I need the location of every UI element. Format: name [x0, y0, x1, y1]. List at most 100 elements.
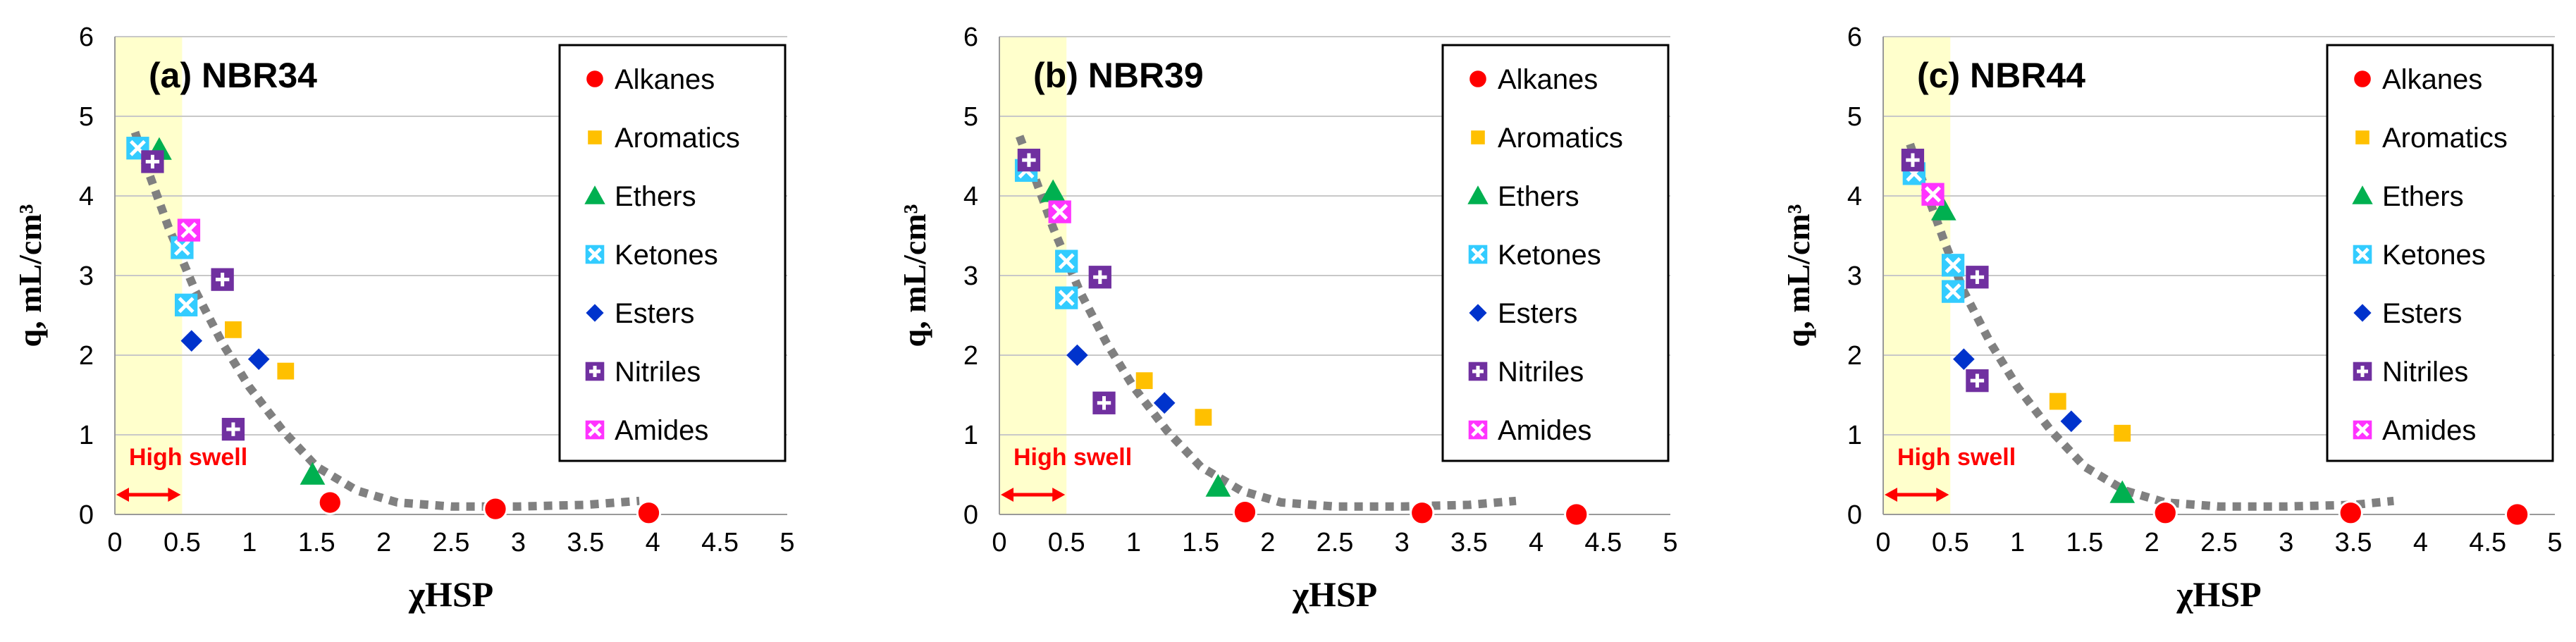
- legend-label: Nitriles: [2382, 357, 2468, 388]
- point-alkanes: [1232, 499, 1258, 525]
- y-tick-label: 2: [963, 341, 978, 371]
- legend-marker-nitriles: [1468, 362, 1488, 381]
- x-tick-label: 1.5: [298, 528, 335, 557]
- x-tick-label: 1.5: [1182, 528, 1219, 557]
- x-tick-label: 5: [779, 528, 794, 557]
- arrow-head-right: [168, 488, 181, 502]
- point-nitriles: [1901, 149, 1925, 172]
- legend-label: Aromatics: [615, 123, 740, 154]
- point-alkanes: [1564, 502, 1589, 527]
- y-tick-label: 0: [1847, 500, 1862, 530]
- point-esters: [1953, 348, 1975, 370]
- data-points: [1901, 149, 2530, 527]
- legend-marker-amides: [585, 420, 605, 440]
- high-swell-annotation: High swell: [1013, 444, 1132, 471]
- x-tick-label: 3.5: [1450, 528, 1488, 557]
- point-ethers: [2109, 480, 2136, 503]
- legend-label: Esters: [615, 298, 694, 329]
- legend-label: Amides: [1498, 415, 1591, 446]
- x-tick-label: 2: [2145, 528, 2159, 557]
- point-aromatics: [277, 362, 295, 380]
- point-esters: [2060, 410, 2083, 433]
- x-tick-label: 4.5: [701, 528, 739, 557]
- point-ethers: [1930, 197, 1956, 221]
- arrow-head-left: [116, 488, 129, 502]
- x-tick-label: 2: [376, 528, 391, 557]
- legend-label: Aromatics: [2382, 123, 2508, 154]
- y-tick-label: 1: [963, 421, 978, 450]
- point-alkanes: [2338, 500, 2363, 526]
- x-tick-label: 5: [2547, 528, 2562, 557]
- y-tick-labels: 0 1 2 3 4 5 6: [79, 23, 94, 530]
- y-tick-label: 2: [1847, 341, 1862, 371]
- y-tick-label: 6: [963, 23, 978, 52]
- y-tick-label: 6: [1847, 23, 1862, 52]
- y-tick-label: 3: [79, 261, 94, 291]
- x-tick-label: 1: [1126, 528, 1141, 557]
- legend-label: Ethers: [2382, 181, 2464, 212]
- y-tick-label: 3: [1847, 261, 1862, 291]
- x-tick-label: 3.5: [2335, 528, 2372, 557]
- legend-marker-ketones: [585, 245, 605, 264]
- point-aromatics: [1195, 409, 1212, 426]
- y-tick-labels: 0 1 2 3 4 5 6: [963, 23, 978, 530]
- trend-curve: [1015, 135, 1517, 511]
- point-alkanes: [483, 496, 508, 521]
- legend-label: Esters: [2382, 298, 2462, 329]
- x-tick-label: 2.5: [1317, 528, 1354, 557]
- axes: [999, 37, 1670, 515]
- point-esters: [1153, 392, 1176, 414]
- legend-marker-ketones: [1468, 245, 1488, 264]
- high-swell-annotation: High swell: [1897, 444, 2016, 471]
- legend-label: Nitriles: [615, 357, 701, 388]
- point-ethers: [300, 462, 326, 485]
- legend-label: Nitriles: [1498, 357, 1584, 388]
- x-tick-label: 4: [1529, 528, 1543, 557]
- x-tick-labels: 0 0.5 1 1.5 2 2.5 3 3.5 4 4.5 5: [107, 528, 794, 557]
- x-tick-label: 5: [1663, 528, 1677, 557]
- legend-label: Alkanes: [615, 64, 715, 95]
- x-tick-label: 1.5: [2066, 528, 2103, 557]
- point-nitriles: [211, 268, 234, 291]
- x-tick-label: 3: [2279, 528, 2293, 557]
- y-tick-label: 0: [963, 500, 978, 530]
- legend-marker-nitriles: [585, 362, 605, 381]
- legend-marker-esters: [2353, 304, 2372, 322]
- x-tick-labels: 0 0.5 1 1.5 2 2.5 3 3.5 4 4.5 5: [992, 528, 1677, 557]
- y-tick-label: 5: [79, 102, 94, 132]
- chart-title: (c) NBR44: [1917, 56, 2085, 95]
- point-ethers: [1040, 179, 1066, 202]
- y-tick-label: 0: [79, 500, 94, 530]
- point-ketones: [1941, 254, 1965, 277]
- legend-label: Amides: [2382, 415, 2476, 446]
- point-aromatics: [2114, 424, 2131, 442]
- legend-label: Ethers: [1498, 181, 1579, 212]
- y-tick-label: 4: [963, 182, 978, 211]
- legend-marker-alkanes: [1467, 68, 1489, 89]
- x-tick-label: 3: [1395, 528, 1410, 557]
- legend-marker-ethers: [584, 185, 605, 204]
- y-tick-label: 3: [963, 261, 978, 291]
- x-tick-label: 3.5: [567, 528, 604, 557]
- point-nitriles: [1966, 266, 1989, 289]
- legend-marker-aromatics: [2355, 130, 2369, 144]
- point-nitriles: [1088, 266, 1111, 289]
- point-nitriles: [141, 150, 164, 173]
- point-ketones: [1941, 280, 1965, 303]
- legend-marker-ethers: [2352, 185, 2373, 204]
- point-alkanes: [317, 490, 343, 515]
- point-aromatics: [225, 321, 242, 338]
- legend-label: Ketones: [2382, 240, 2486, 271]
- arrow-head-right: [1936, 488, 1949, 502]
- x-tick-label: 0.5: [1932, 528, 1969, 557]
- point-nitriles: [1092, 391, 1116, 414]
- legend-marker-aromatics: [1471, 130, 1485, 144]
- point-aromatics: [2049, 393, 2066, 410]
- high-swell-arrow: [1885, 488, 1949, 502]
- x-tick-label: 4.5: [1584, 528, 1622, 557]
- x-tick-label: 1: [2010, 528, 2025, 557]
- y-axis-label: q, mL/cm³: [12, 204, 48, 347]
- legend: Alkanes Aromatics Ethers Ketones Esters Nitri…: [558, 44, 787, 462]
